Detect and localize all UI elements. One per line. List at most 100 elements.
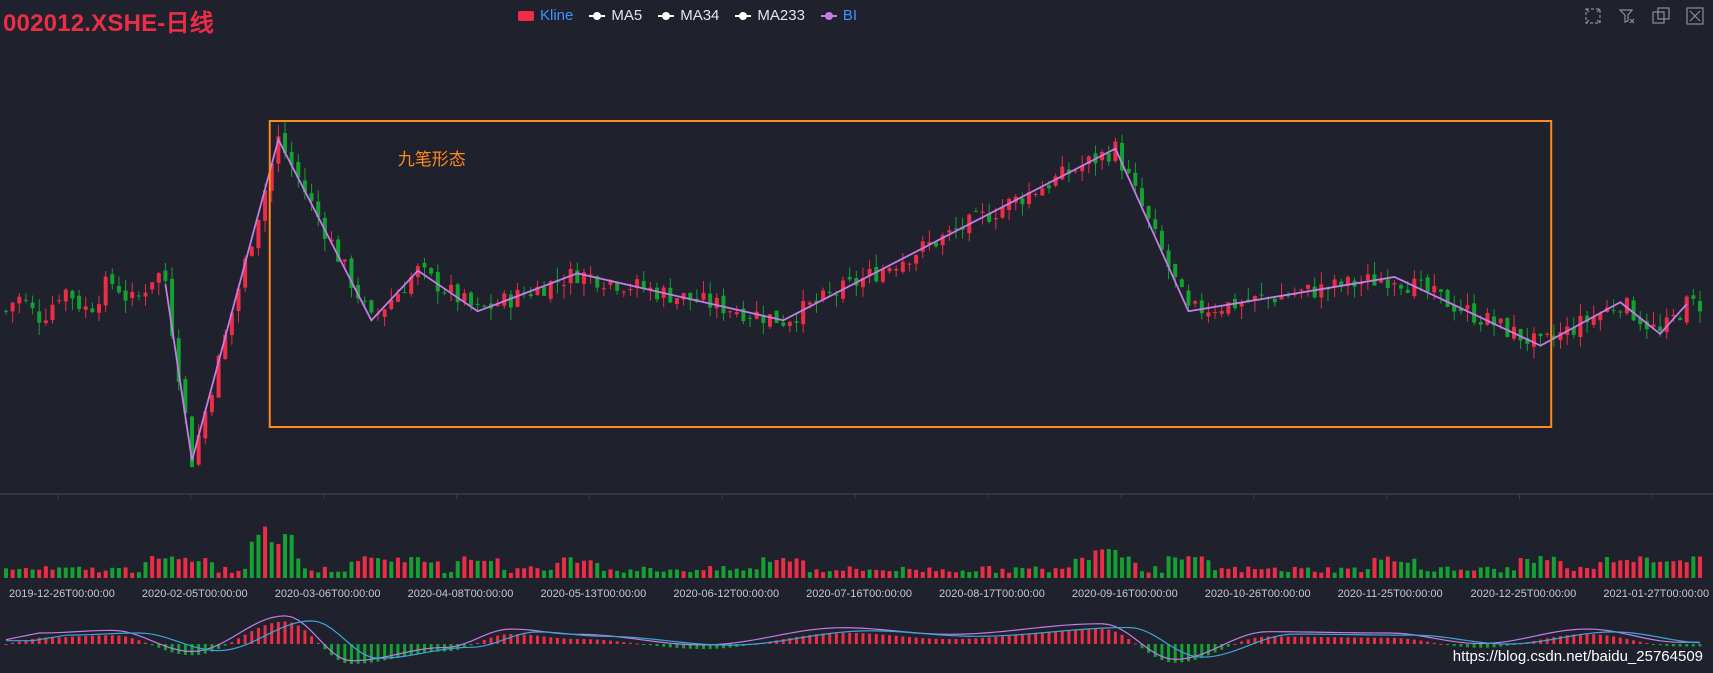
volume-bar: [1246, 566, 1251, 578]
candle-body: [1624, 298, 1629, 314]
candle-body: [1272, 298, 1277, 303]
macd-bar: [954, 638, 958, 644]
macd-bar: [1545, 638, 1549, 644]
macd-bar: [1054, 631, 1058, 644]
macd-bar: [343, 644, 347, 663]
volume-bar: [1558, 561, 1563, 578]
volume-bar: [1432, 571, 1437, 578]
volume-bar: [1332, 572, 1337, 578]
zoom-icon[interactable]: [1583, 6, 1603, 26]
volume-bar: [1671, 561, 1676, 578]
macd-bar: [396, 644, 400, 658]
legend-item-ma233[interactable]: MA233: [735, 7, 805, 24]
candle-body: [1379, 279, 1384, 283]
candle-body: [449, 284, 454, 293]
candle-body: [382, 309, 387, 317]
macd-bar: [1000, 636, 1004, 644]
candle-body: [1286, 295, 1291, 297]
volume-bar: [1007, 572, 1012, 578]
macd-bar: [489, 637, 493, 644]
volume-bar: [196, 561, 201, 578]
volume-bar: [349, 561, 354, 578]
macd-bar: [336, 644, 340, 660]
candle-body: [269, 163, 274, 191]
volume-bar: [1359, 572, 1364, 578]
volume-bar: [455, 561, 460, 578]
volume-bar: [1339, 567, 1344, 578]
candle-body: [595, 276, 600, 288]
volume-bar: [1611, 562, 1616, 578]
candle-body: [435, 272, 440, 292]
macd-bar: [668, 644, 672, 648]
legend-item-ma34[interactable]: MA34: [658, 7, 719, 24]
candle-body: [1259, 294, 1264, 296]
macd-bar: [250, 631, 254, 644]
volume-bar: [993, 572, 998, 578]
candle-body: [356, 284, 361, 299]
macd-bar: [1173, 644, 1177, 663]
candle-body: [176, 338, 181, 382]
volume-bar: [1306, 567, 1311, 578]
volume-bar: [17, 568, 22, 578]
candle-body: [1219, 311, 1224, 314]
macd-bar: [635, 643, 639, 645]
macd-bar: [1392, 637, 1396, 644]
macd-bar: [1612, 636, 1616, 644]
volume-bar: [1551, 556, 1556, 578]
candle-body: [395, 293, 400, 302]
x-tick-label: 2019-12-26T00:00:00: [9, 588, 115, 600]
volume-bar: [435, 561, 440, 578]
volume-bar: [874, 569, 879, 578]
volume-bar: [907, 568, 912, 578]
bi-line: [164, 137, 1688, 461]
macd-bar: [1625, 638, 1629, 644]
macd-bar: [609, 640, 613, 644]
legend-item-ma5[interactable]: MA5: [589, 7, 642, 24]
candle-body: [296, 161, 301, 178]
legend-item-bi[interactable]: BI: [820, 7, 857, 24]
macd-bar: [330, 644, 334, 656]
candle-body: [1492, 316, 1497, 326]
macd-bar: [1233, 643, 1237, 645]
candle-body: [90, 308, 95, 313]
candle-body: [734, 312, 739, 315]
x-tick-label: 2020-02-05T00:00:00: [142, 588, 248, 600]
macd-bar: [1113, 631, 1117, 644]
candle-body: [674, 298, 679, 305]
candle-body: [1312, 286, 1317, 298]
legend-item-kline[interactable]: Kline: [518, 7, 573, 24]
volume-bar: [508, 572, 513, 578]
macd-bar: [934, 638, 938, 644]
volume-bar: [1452, 570, 1457, 578]
candle-body: [1498, 318, 1503, 324]
macd-bar: [403, 644, 407, 657]
volume-bar: [588, 560, 593, 578]
volume-bar: [1013, 567, 1018, 578]
candle-body: [1033, 193, 1038, 195]
volume-bar: [309, 570, 314, 578]
macd-bar: [628, 642, 632, 644]
volume-bar: [1618, 560, 1623, 578]
x-tick-label: 2020-09-16T00:00:00: [1072, 588, 1178, 600]
macd-bar: [1080, 629, 1084, 644]
save-icon[interactable]: [1685, 6, 1705, 26]
candle-body: [263, 190, 268, 221]
candle-body: [1106, 153, 1111, 162]
candle-body: [469, 292, 474, 306]
candle-body: [628, 289, 633, 291]
volume-bar: [1591, 568, 1596, 578]
candle-body: [867, 269, 872, 277]
volume-bar: [442, 572, 447, 578]
volume-bar: [376, 558, 381, 578]
macd-bar: [157, 644, 161, 648]
x-tick-label: 2020-08-17T00:00:00: [939, 588, 1045, 600]
candle-body: [77, 295, 82, 310]
restore-icon[interactable]: [1651, 6, 1671, 26]
legend-label-ma233: MA233: [757, 7, 805, 24]
volume-bar: [774, 560, 779, 578]
volume-bar: [23, 568, 28, 578]
zoom-reset-icon[interactable]: [1617, 6, 1637, 26]
volume-bar: [1226, 568, 1231, 578]
volume-bar: [1372, 557, 1377, 578]
